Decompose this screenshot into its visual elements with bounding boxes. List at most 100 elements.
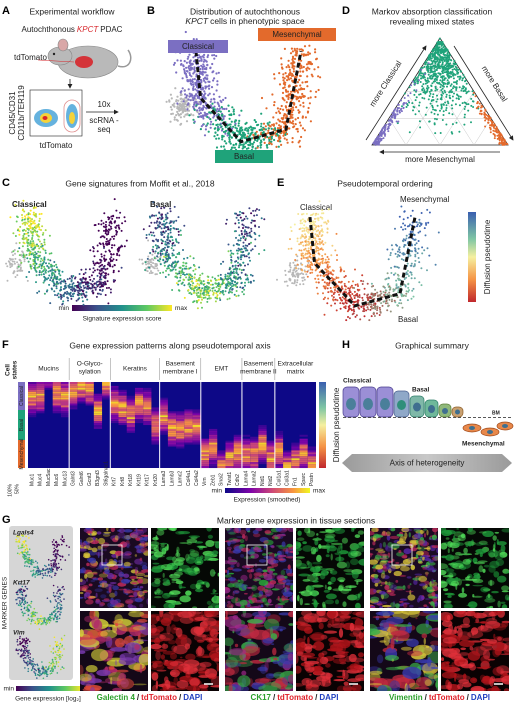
cell-dot: [206, 122, 209, 125]
cell-dot: [326, 231, 329, 234]
method-label: scRNA -: [89, 116, 119, 125]
cell-dot: [221, 119, 224, 122]
cell-dot: [386, 128, 389, 131]
cell-dot: [9, 263, 12, 266]
cell-dot: [173, 118, 176, 121]
cell-dot: [309, 96, 312, 99]
cell-dot: [239, 264, 242, 267]
cell-dot: [163, 264, 166, 267]
cell-dot: [93, 224, 96, 227]
cell-dot: [176, 261, 179, 264]
cell-dot: [381, 304, 384, 307]
cell-dot: [376, 309, 379, 312]
cell-dot: [402, 228, 404, 231]
cell-dot: [239, 237, 242, 240]
cell-dot: [72, 282, 75, 285]
cell-dot: [314, 48, 317, 51]
cell-dot: [407, 286, 410, 289]
cell-dot: [234, 264, 237, 267]
cell-dot: [403, 244, 406, 246]
cell-dot: [104, 283, 107, 286]
cell-dot: [16, 270, 19, 273]
cell-dot: [433, 60, 436, 63]
cell-dot: [245, 278, 248, 281]
cell-dot: [78, 283, 81, 285]
cell-dot: [76, 281, 79, 284]
cell-dot: [162, 259, 165, 262]
cell-dot: [306, 227, 309, 230]
cell-dot: [378, 306, 381, 309]
cell-dot: [49, 302, 52, 305]
cell-dot: [421, 88, 424, 91]
cell-dot: [154, 252, 156, 255]
cell-dot: [347, 308, 350, 311]
cell-dot: [442, 66, 445, 69]
cell-dot: [108, 228, 111, 231]
cell-dot: [501, 136, 504, 139]
cell-dot: [258, 226, 260, 228]
cell-dot: [323, 221, 326, 224]
cell-dot: [368, 303, 371, 306]
cell-dot: [232, 143, 235, 147]
cell-dot: [224, 96, 227, 100]
cell-dot: [254, 138, 257, 142]
cell-dot: [183, 224, 186, 227]
cell-dot: [294, 275, 297, 278]
cell-dot: [217, 278, 220, 281]
cell-dot: [301, 81, 304, 84]
cell-dot: [419, 81, 422, 83]
cell-dot: [433, 67, 436, 70]
cell-dot: [248, 207, 251, 210]
cell-dot: [383, 129, 386, 132]
cell-dot: [40, 212, 43, 215]
cell-dot: [484, 109, 487, 112]
cell-dot: [287, 93, 290, 96]
cell-dot: [294, 259, 297, 261]
cell-dot: [429, 71, 432, 74]
cell-dot: [103, 229, 105, 232]
cell-dot: [285, 280, 288, 283]
cell-dot: [315, 241, 318, 244]
cell-dot: [150, 215, 153, 217]
cell-dot: [303, 224, 306, 227]
cell-dot: [471, 90, 474, 93]
cell-dot: [189, 60, 192, 63]
cell-dot: [326, 287, 329, 290]
cell-dot: [410, 244, 413, 247]
cell-dot: [108, 239, 111, 242]
cell-dot: [430, 111, 433, 114]
cell-dot: [159, 272, 162, 274]
cell-dot: [160, 213, 163, 216]
cell-dot: [50, 277, 53, 279]
cell-dot: [411, 230, 414, 233]
cell-dot: [169, 93, 172, 96]
cell-dot: [227, 272, 229, 275]
cell-dot: [432, 108, 435, 111]
cell-dot: [228, 136, 231, 139]
cell-dot: [264, 136, 267, 139]
cell-dot: [296, 279, 299, 282]
cell-dot: [461, 79, 464, 82]
cell-dot: [278, 72, 281, 75]
cell-dot: [405, 102, 408, 105]
cell-dot: [370, 293, 373, 296]
cell-dot: [276, 127, 280, 130]
cell-dot: [179, 266, 182, 269]
cell-dot: [252, 127, 255, 130]
cell-dot: [450, 88, 453, 91]
cell-dot: [210, 98, 213, 101]
cell-dot: [455, 121, 458, 124]
cell-dot: [91, 283, 94, 286]
cell-dot: [100, 219, 103, 222]
cell-dot: [198, 286, 201, 289]
cell-dot: [99, 276, 102, 279]
cell-dot: [244, 128, 247, 131]
cell-dot: [59, 293, 62, 296]
cell-dot: [213, 127, 216, 130]
cell-dot: [307, 240, 310, 243]
cell-dot: [374, 308, 377, 310]
cell-dot: [189, 255, 192, 258]
cell-dot: [175, 239, 178, 242]
cell-dot: [242, 245, 245, 248]
cell-dot: [92, 271, 95, 274]
